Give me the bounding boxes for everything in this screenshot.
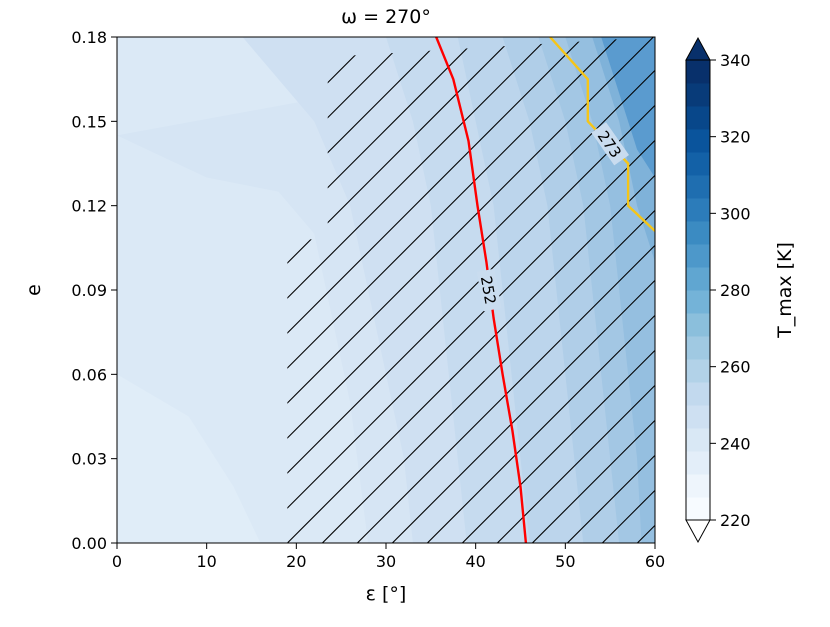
y-tick-label: 0.00 <box>71 534 107 553</box>
y-tick-label: 0.09 <box>71 281 107 300</box>
hatch-line <box>287 37 514 543</box>
x-tick-label: 30 <box>376 552 396 571</box>
x-tick-label: 60 <box>645 552 665 571</box>
chart-title: ω = 270° <box>341 6 431 28</box>
colorbar-label: T_max [K] <box>774 242 796 339</box>
colorbar-tick-label: 260 <box>720 358 751 377</box>
contour-label-text: 252 <box>477 275 500 306</box>
colorbar-segment <box>686 290 710 314</box>
y-tick-label: 0.18 <box>71 28 107 47</box>
hatch-line <box>0 37 128 543</box>
hatch-line <box>461 37 655 543</box>
colorbar: 220 240 260 280 300 320 340 <box>685 36 751 544</box>
hatch-line <box>287 37 655 543</box>
x-axis-label: ε [°] <box>366 583 407 605</box>
y-tick-label: 0.03 <box>71 450 107 469</box>
y-tick-label: 0.12 <box>71 197 107 216</box>
colorbar-segment <box>686 244 710 268</box>
colorbar-segment <box>686 428 710 452</box>
hatch-line <box>287 37 619 543</box>
colorbar-segment <box>686 382 710 406</box>
colorbar-tick-label: 240 <box>720 434 751 453</box>
colorbar-segment <box>686 129 710 153</box>
field-band <box>117 374 261 543</box>
colorbar-segment <box>686 474 710 498</box>
colorbar-segment <box>686 267 710 291</box>
colorbar-segment <box>686 221 710 245</box>
hatch-line <box>287 37 444 543</box>
colorbar-segment <box>686 451 710 475</box>
colorbar-segment <box>686 405 710 429</box>
contour-label-252: 252 <box>476 268 502 312</box>
colorbar-extend-min <box>685 519 711 544</box>
colorbar-tick-label: 300 <box>720 204 751 223</box>
colorbar-segment <box>686 106 710 130</box>
hatch-line <box>812 37 830 543</box>
colorbar-segment <box>686 60 710 84</box>
hatch-line <box>287 37 479 543</box>
hatch-line <box>287 37 655 543</box>
x-tick-label: 0 <box>112 552 122 571</box>
colorbar-segment <box>686 497 710 521</box>
colorbar-tick-label: 220 <box>720 511 751 530</box>
colorbar-tick-label: 340 <box>720 51 751 70</box>
hatch-line <box>287 37 655 543</box>
y-tick-label: 0.15 <box>71 112 107 131</box>
x-tick-label: 40 <box>465 552 485 571</box>
colorbar-extend-max <box>685 36 711 61</box>
y-axis-label: e <box>23 284 45 296</box>
hatch-line <box>287 37 654 543</box>
colorbar-segment <box>686 359 710 383</box>
hatch-line <box>566 37 655 543</box>
x-tick-label: 50 <box>555 552 575 571</box>
colorbar-segment <box>686 198 710 222</box>
hatch-line <box>531 37 655 543</box>
field-band <box>601 37 655 178</box>
y-tick-label: 0.06 <box>71 365 107 384</box>
hatch-line <box>356 37 655 543</box>
colorbar-segment <box>686 175 710 199</box>
heatmap-field <box>117 37 655 543</box>
hatch-line <box>391 37 655 543</box>
x-axis: 0 10 20 30 40 50 60 <box>112 543 665 571</box>
hatch-line <box>426 37 655 543</box>
hatch-line <box>496 37 655 543</box>
colorbar-tick-label: 280 <box>720 281 751 300</box>
hatch-line <box>287 37 655 543</box>
y-axis: 0.00 0.03 0.06 0.09 0.12 0.15 0.18 <box>71 28 117 553</box>
hatched-region <box>0 37 830 543</box>
colorbar-segment <box>686 83 710 107</box>
x-tick-label: 10 <box>196 552 216 571</box>
hatch-line <box>321 37 655 543</box>
x-tick-label: 20 <box>286 552 306 571</box>
colorbar-segment <box>686 336 710 360</box>
hatch-line <box>287 37 584 543</box>
colorbar-segment <box>686 313 710 337</box>
colorbar-segment <box>686 152 710 176</box>
colorbar-tick-label: 320 <box>720 128 751 147</box>
